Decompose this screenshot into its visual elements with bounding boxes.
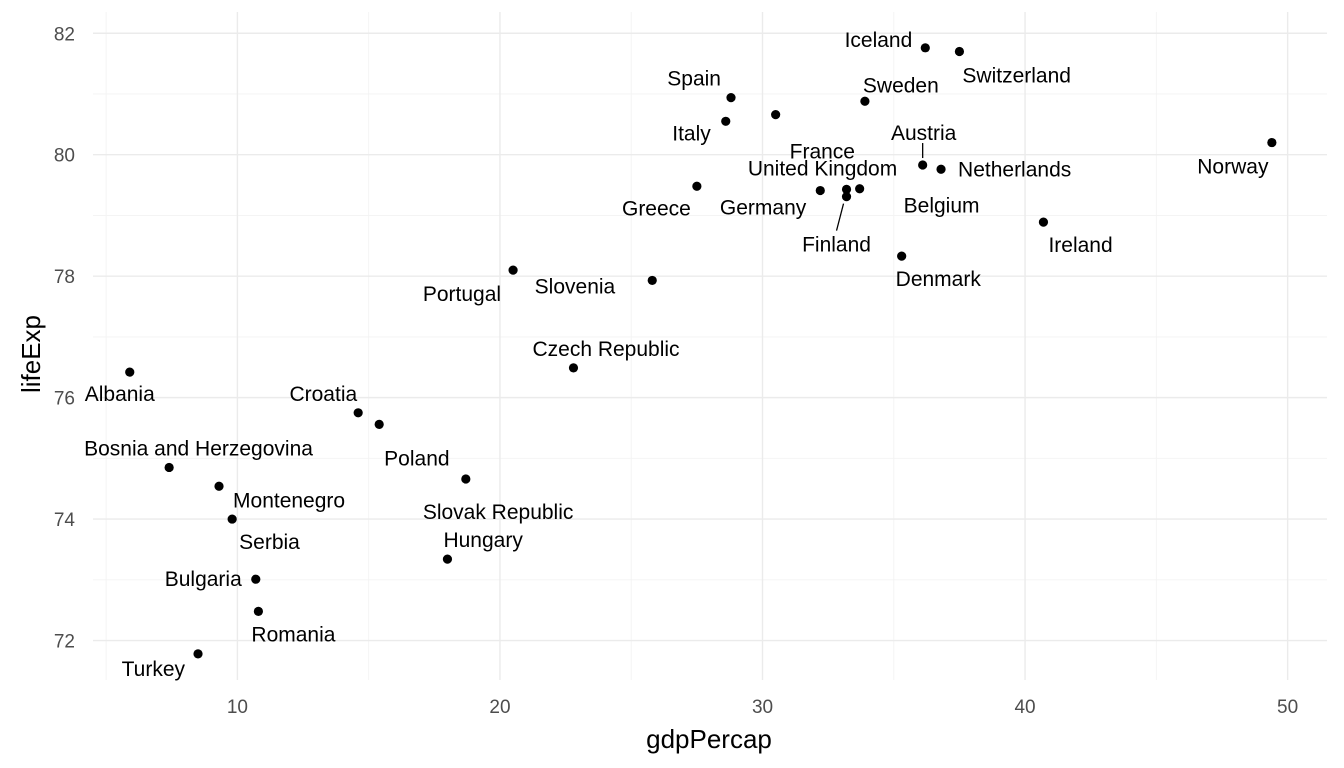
- point-ireland: [1038, 217, 1049, 227]
- label-italy: Italy: [672, 122, 711, 145]
- point-sweden: [860, 96, 870, 106]
- label-ireland: Ireland: [1048, 234, 1112, 257]
- point-portugal: [508, 265, 518, 275]
- label-croatia: Croatia: [289, 383, 357, 406]
- y-tick-label: 82: [54, 24, 75, 45]
- label-slovak-republic: Slovak Republic: [423, 501, 574, 524]
- point-labels: Iceland Switzerland Spain Sweden France Italy…: [84, 29, 1269, 681]
- y-tick-label: 72: [54, 632, 75, 653]
- y-tick-label: 80: [54, 146, 75, 167]
- point-hungary: [442, 554, 453, 564]
- point-poland: [374, 419, 384, 429]
- label-france: France: [790, 141, 855, 164]
- label-hungary: Hungary: [443, 529, 523, 552]
- major-gridlines: [93, 12, 1327, 680]
- label-germany: Germany: [720, 197, 807, 220]
- label-austria: Austria: [891, 122, 957, 145]
- x-tick-label: 40: [1014, 697, 1035, 718]
- label-turkey: Turkey: [122, 658, 186, 681]
- point-italy: [721, 116, 731, 126]
- point-greece: [692, 181, 702, 191]
- point-finland: [841, 192, 852, 202]
- label-bulgaria: Bulgaria: [165, 568, 242, 591]
- point-norway: [1267, 137, 1277, 148]
- label-finland: Finland: [802, 234, 871, 257]
- label-montenegro: Montenegro: [233, 489, 345, 512]
- label-czech-republic: Czech Republic: [532, 338, 679, 361]
- label-romania: Romania: [251, 623, 335, 646]
- point-belgium: [855, 184, 865, 194]
- point-germany: [815, 185, 825, 196]
- point-czech-republic: [568, 363, 579, 373]
- label-leader-lines: [835, 143, 924, 231]
- x-tick-label: 10: [227, 697, 248, 718]
- minor-gridlines: [93, 12, 1327, 680]
- point-netherlands: [936, 164, 946, 174]
- point-albania: [125, 367, 135, 377]
- point-denmark: [897, 251, 907, 261]
- label-norway: Norway: [1197, 156, 1269, 179]
- label-slovenia: Slovenia: [535, 275, 616, 298]
- point-france: [771, 110, 781, 120]
- label-greece: Greece: [622, 197, 691, 220]
- point-austria: [918, 160, 928, 170]
- y-axis-ticks: 72 74 76 78 80 82: [54, 24, 76, 652]
- point-spain: [726, 93, 736, 103]
- point-bulgaria: [251, 574, 261, 584]
- x-tick-label: 30: [752, 697, 773, 718]
- label-poland: Poland: [384, 447, 449, 470]
- label-united-kingdom: United Kingdom: [748, 157, 897, 180]
- point-montenegro: [214, 481, 224, 491]
- point-slovak-republic: [461, 474, 471, 484]
- label-serbia: Serbia: [239, 531, 300, 554]
- y-tick-label: 74: [54, 510, 76, 531]
- label-denmark: Denmark: [896, 268, 982, 291]
- point-croatia: [353, 408, 363, 418]
- y-tick-label: 78: [54, 267, 75, 288]
- point-bosnia-and-herzegovina: [164, 462, 174, 473]
- label-belgium: Belgium: [904, 195, 980, 218]
- label-bosnia-and-herzegovina: Bosnia and Herzegovina: [84, 437, 313, 460]
- point-serbia: [227, 514, 237, 524]
- label-portugal: Portugal: [423, 283, 501, 306]
- point-turkey: [193, 649, 203, 659]
- point-united-kingdom: [841, 184, 852, 194]
- point-switzerland: [954, 46, 965, 57]
- label-switzerland: Switzerland: [962, 64, 1071, 87]
- x-axis-ticks: 10 20 30 40 50: [227, 697, 1298, 718]
- y-axis-title: lifeExp: [16, 315, 46, 393]
- label-netherlands: Netherlands: [958, 158, 1071, 181]
- point-slovenia: [647, 275, 657, 286]
- point-romania: [253, 606, 264, 616]
- label-albania: Albania: [85, 383, 155, 406]
- y-tick-label: 76: [54, 389, 75, 410]
- label-iceland: Iceland: [845, 29, 913, 52]
- x-tick-label: 50: [1277, 697, 1298, 718]
- label-spain: Spain: [667, 68, 721, 91]
- x-axis-title: gdpPercap: [646, 724, 772, 754]
- data-points: [125, 43, 1277, 659]
- point-iceland: [920, 43, 930, 53]
- leader-finland: [835, 203, 845, 231]
- x-tick-label: 20: [489, 697, 510, 718]
- label-sweden: Sweden: [863, 74, 939, 97]
